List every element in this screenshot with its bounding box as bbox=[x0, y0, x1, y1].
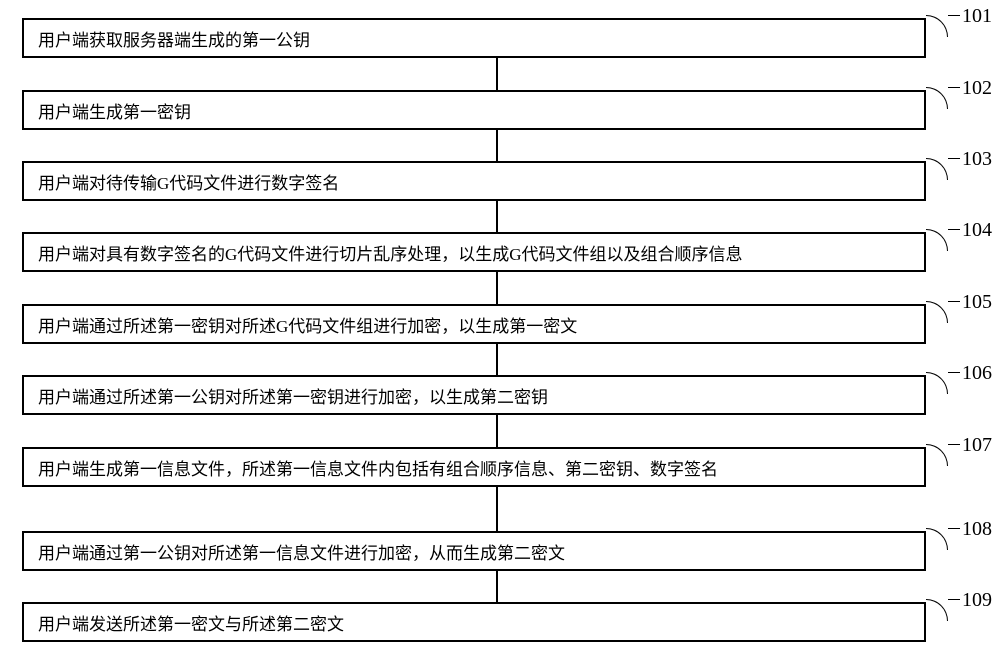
step-text-103: 用户端对待传输G代码文件进行数字签名 bbox=[38, 169, 339, 194]
step-box-102: 用户端生成第一密钥 bbox=[22, 90, 926, 130]
step-text-106: 用户端通过所述第一公钥对所述第一密钥进行加密，以生成第二密钥 bbox=[38, 383, 548, 408]
step-text-101: 用户端获取服务器端生成的第一公钥 bbox=[38, 26, 310, 51]
step-label-106: 106 bbox=[962, 362, 992, 385]
lead-line-103 bbox=[948, 158, 960, 159]
lead-curve-109 bbox=[926, 599, 948, 621]
lead-line-105 bbox=[948, 301, 960, 302]
connector-103-104 bbox=[496, 201, 498, 232]
lead-curve-108 bbox=[926, 528, 948, 550]
step-box-107: 用户端生成第一信息文件，所述第一信息文件内包括有组合顺序信息、第二密钥、数字签名 bbox=[22, 447, 926, 487]
step-box-106: 用户端通过所述第一公钥对所述第一密钥进行加密，以生成第二密钥 bbox=[22, 375, 926, 415]
lead-line-101 bbox=[948, 15, 960, 16]
step-text-107: 用户端生成第一信息文件，所述第一信息文件内包括有组合顺序信息、第二密钥、数字签名 bbox=[38, 455, 718, 480]
lead-line-108 bbox=[948, 528, 960, 529]
step-text-108: 用户端通过第一公钥对所述第一信息文件进行加密，从而生成第二密文 bbox=[38, 539, 565, 564]
step-text-105: 用户端通过所述第一密钥对所述G代码文件组进行加密，以生成第一密文 bbox=[38, 312, 577, 337]
step-label-102: 102 bbox=[962, 77, 992, 100]
lead-curve-106 bbox=[926, 372, 948, 394]
lead-curve-103 bbox=[926, 158, 948, 180]
lead-line-102 bbox=[948, 87, 960, 88]
connector-106-107 bbox=[496, 415, 498, 447]
step-text-104: 用户端对具有数字签名的G代码文件进行切片乱序处理，以生成G代码文件组以及组合顺序… bbox=[38, 240, 743, 265]
step-box-109: 用户端发送所述第一密文与所述第二密文 bbox=[22, 602, 926, 642]
step-label-109: 109 bbox=[962, 589, 992, 612]
lead-line-106 bbox=[948, 372, 960, 373]
lead-line-109 bbox=[948, 599, 960, 600]
step-box-104: 用户端对具有数字签名的G代码文件进行切片乱序处理，以生成G代码文件组以及组合顺序… bbox=[22, 232, 926, 272]
step-label-105: 105 bbox=[962, 291, 992, 314]
lead-curve-104 bbox=[926, 229, 948, 251]
step-text-109: 用户端发送所述第一密文与所述第二密文 bbox=[38, 610, 344, 635]
step-label-107: 107 bbox=[962, 434, 992, 457]
step-label-104: 104 bbox=[962, 219, 992, 242]
connector-108-109 bbox=[496, 571, 498, 602]
connector-105-106 bbox=[496, 344, 498, 375]
step-text-102: 用户端生成第一密钥 bbox=[38, 98, 191, 123]
step-box-108: 用户端通过第一公钥对所述第一信息文件进行加密，从而生成第二密文 bbox=[22, 531, 926, 571]
step-box-103: 用户端对待传输G代码文件进行数字签名 bbox=[22, 161, 926, 201]
connector-104-105 bbox=[496, 272, 498, 304]
flowchart-canvas: 用户端获取服务器端生成的第一公钥 101 用户端生成第一密钥 102 用户端对待传输G代… bbox=[0, 0, 1000, 662]
connector-102-103 bbox=[496, 130, 498, 161]
step-box-105: 用户端通过所述第一密钥对所述G代码文件组进行加密，以生成第一密文 bbox=[22, 304, 926, 344]
step-box-101: 用户端获取服务器端生成的第一公钥 bbox=[22, 18, 926, 58]
lead-curve-107 bbox=[926, 444, 948, 466]
step-label-108: 108 bbox=[962, 518, 992, 541]
lead-line-107 bbox=[948, 444, 960, 445]
connector-107-108 bbox=[496, 487, 498, 531]
lead-curve-101 bbox=[926, 15, 948, 37]
lead-line-104 bbox=[948, 229, 960, 230]
connector-101-102 bbox=[496, 58, 498, 90]
lead-curve-102 bbox=[926, 87, 948, 109]
step-label-101: 101 bbox=[962, 5, 992, 28]
step-label-103: 103 bbox=[962, 148, 992, 171]
lead-curve-105 bbox=[926, 301, 948, 323]
